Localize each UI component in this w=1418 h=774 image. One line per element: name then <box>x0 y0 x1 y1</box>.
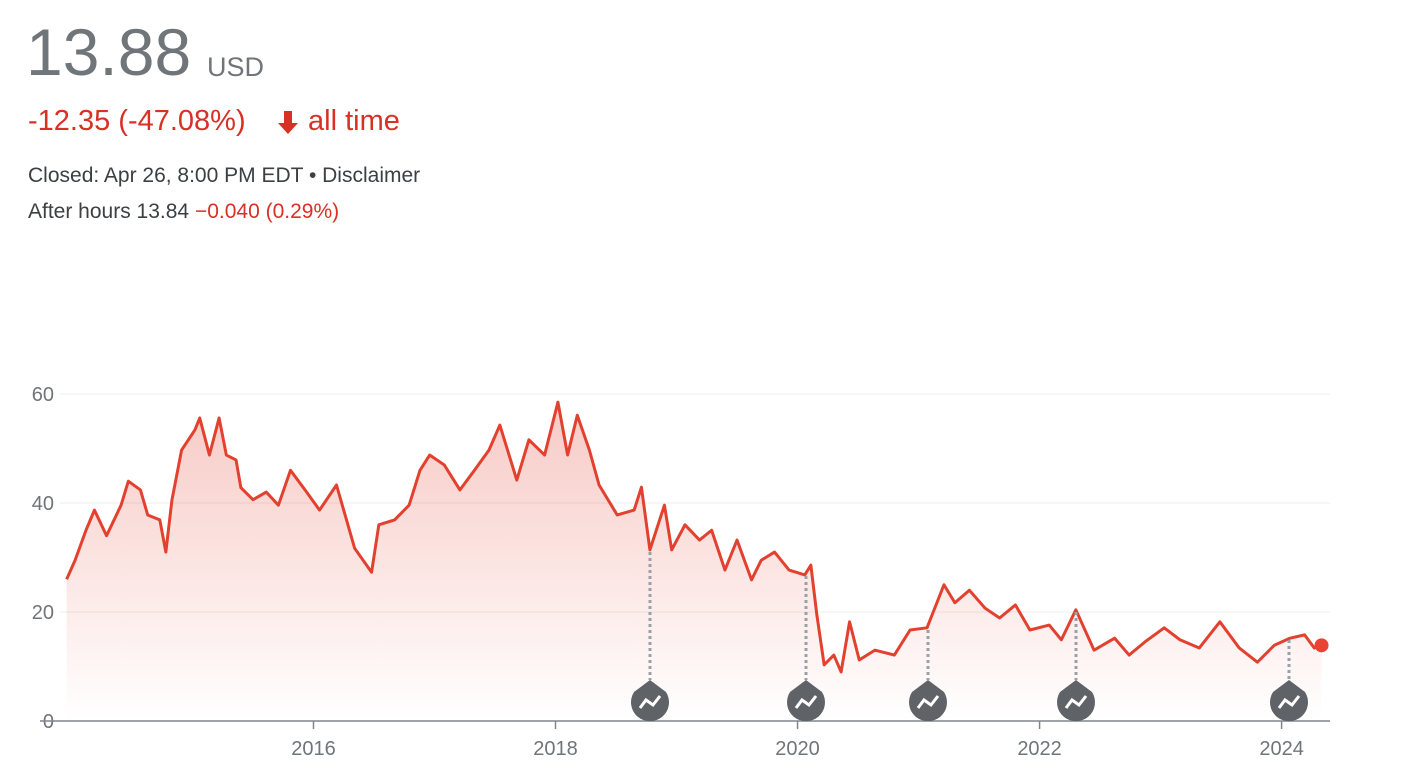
area <box>66 402 1322 721</box>
price-line <box>65 400 1323 674</box>
period: all time <box>308 105 400 137</box>
x-tick-label: 2024 <box>1259 738 1304 760</box>
after-hours: After hours 13.84 −0.040 (0.29%) <box>28 200 339 224</box>
news-markers[interactable] <box>630 552 1308 722</box>
separator: • <box>308 164 317 187</box>
currency: USD <box>207 52 265 82</box>
news-marker[interactable] <box>1270 640 1308 722</box>
disclaimer-link[interactable]: Disclaimer <box>322 164 421 187</box>
price: 13.88 <box>26 15 192 89</box>
price-change: -12.35 (-47.08%) <box>28 105 246 137</box>
closed-time: Closed: Apr 26, 8:00 PM EDT <box>28 164 304 187</box>
after-hours-change: −0.040 (0.29%) <box>194 200 340 223</box>
x-tick-label: 2020 <box>775 738 820 760</box>
news-marker[interactable] <box>1057 612 1095 722</box>
y-tick-label: 20 <box>32 602 54 624</box>
x-tick-label: 2022 <box>1017 738 1062 760</box>
down-arrow <box>278 111 298 134</box>
plot: 0 20 40 60 2016 2018 2020 2022 2024 <box>32 384 1330 760</box>
news-marker[interactable] <box>909 630 947 722</box>
y-tick-label: 40 <box>32 493 54 515</box>
after-hours-price: After hours 13.84 <box>28 200 190 223</box>
x-tick-label: 2016 <box>291 738 336 760</box>
last-point <box>1314 638 1329 653</box>
news-marker[interactable] <box>630 552 669 722</box>
closed-info: Closed: Apr 26, 8:00 PM EDT • Disclaimer <box>28 164 420 188</box>
news-marker[interactable] <box>787 576 826 722</box>
y-tick-label: 60 <box>32 384 54 406</box>
x-tick-label: 2018 <box>533 738 578 760</box>
y-tick-label: 0 <box>43 711 54 733</box>
